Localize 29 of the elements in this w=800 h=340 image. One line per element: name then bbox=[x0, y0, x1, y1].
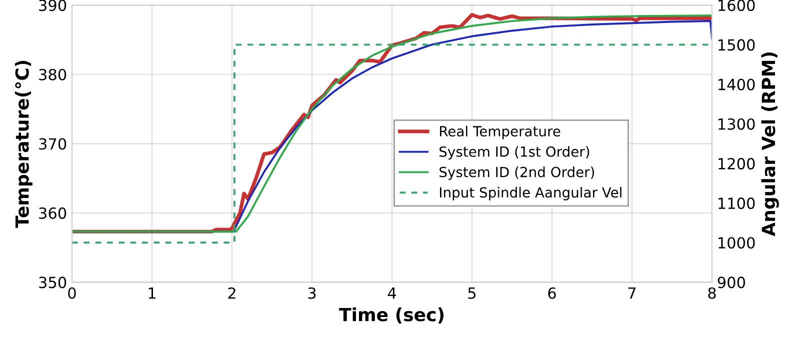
x-tick-label: 0 bbox=[68, 287, 76, 299]
x-tick-label: 7 bbox=[628, 288, 636, 299]
y2-tick-label: 900 bbox=[718, 276, 746, 288]
y2-tick-label: 1000 bbox=[718, 237, 755, 249]
y-tick-label: 360 bbox=[39, 207, 66, 219]
y2-tick-label: 1100 bbox=[718, 197, 755, 210]
y-tick-label: 380 bbox=[39, 68, 66, 80]
y2-tick-label: 1600 bbox=[718, 0, 755, 12]
x-tick-label: 1 bbox=[148, 288, 156, 299]
legend-label: Real Temperature bbox=[440, 126, 560, 140]
x-tick-label: 6 bbox=[548, 287, 556, 299]
y-tick-label: 350 bbox=[39, 276, 66, 288]
x-tick-label: 5 bbox=[468, 288, 476, 299]
x-tick-label: 8 bbox=[708, 287, 716, 299]
legend-label: System ID (2nd Order) bbox=[440, 166, 594, 180]
y2-tick-label: 1300 bbox=[718, 118, 755, 130]
y-tick-label: 370 bbox=[39, 138, 66, 150]
y-axis-title: Temperature(°C) bbox=[14, 60, 32, 228]
y2-tick-label: 1400 bbox=[718, 78, 755, 90]
y2-tick-label: 1200 bbox=[718, 158, 755, 170]
x-tick-label: 3 bbox=[308, 287, 316, 299]
y2-tick-label: 1500 bbox=[718, 39, 755, 51]
legend-label: System ID (1st Order) bbox=[440, 146, 590, 160]
y-tick-label: 390 bbox=[39, 0, 66, 12]
x-axis-title: Time (sec) bbox=[339, 307, 444, 324]
x-tick-label: 2 bbox=[228, 287, 236, 299]
x-tick-label: 4 bbox=[388, 288, 396, 299]
legend-label: Input Spindle Aangular Vel bbox=[440, 186, 622, 200]
y2-axis-title: Angular Vel (RPM) bbox=[761, 52, 779, 236]
